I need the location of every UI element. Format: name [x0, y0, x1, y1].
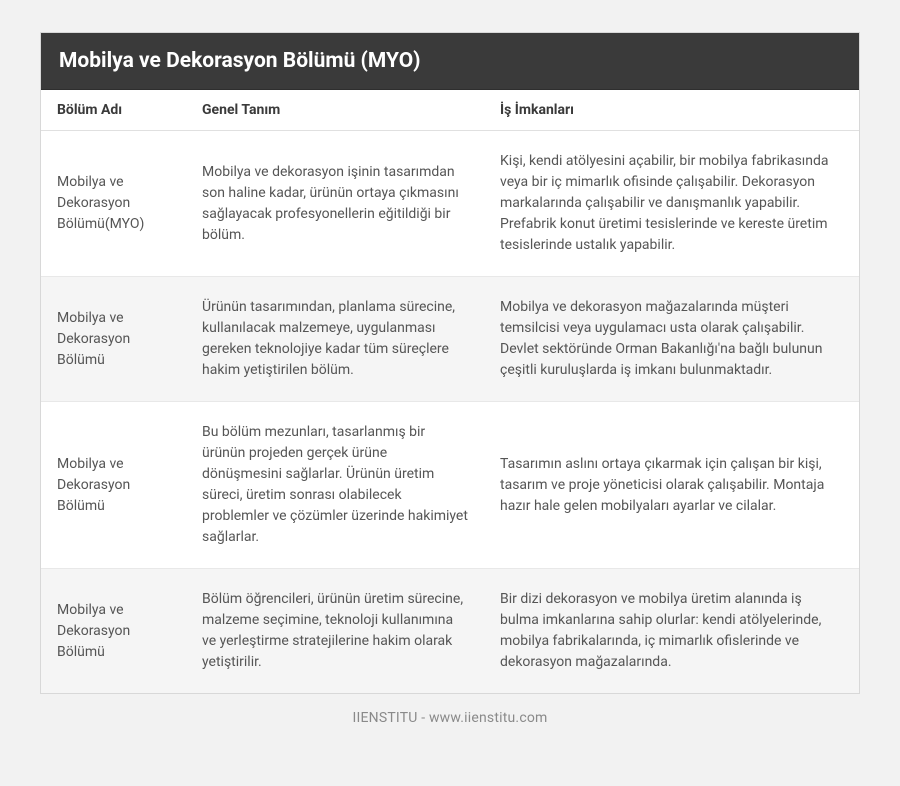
footer-credit: IIENSTITU - www.iienstitu.com [40, 694, 860, 726]
cell-description: Bu bölüm mezunları, tasarlanmış bir ürün… [186, 402, 484, 568]
cell-jobs: Mobilya ve dekorasyon mağazalarında müşt… [484, 277, 859, 401]
department-table: Mobilya ve Dekorasyon Bölümü (MYO) Bölüm… [40, 32, 860, 694]
table-header-row: Bölüm Adı Genel Tanım İş İmkanları [41, 90, 859, 131]
cell-description: Mobilya ve dekorasyon işinin tasarımdan … [186, 131, 484, 276]
cell-jobs: Tasarımın aslını ortaya çıkarmak için ça… [484, 402, 859, 568]
cell-description: Bölüm öğrencileri, ürünün üretim sürecin… [186, 569, 484, 693]
cell-name: Mobilya ve Dekorasyon Bölümü [41, 569, 186, 693]
cell-description: Ürünün tasarımından, planlama sürecine, … [186, 277, 484, 401]
table-row: Mobilya ve Dekorasyon Bölümü Bu bölüm me… [41, 402, 859, 569]
column-header-jobs: İş İmkanları [484, 90, 859, 130]
cell-name: Mobilya ve Dekorasyon Bölümü [41, 277, 186, 401]
table-row: Mobilya ve Dekorasyon Bölümü(MYO) Mobily… [41, 131, 859, 277]
table-row: Mobilya ve Dekorasyon Bölümü Bölüm öğren… [41, 569, 859, 693]
cell-jobs: Bir dizi dekorasyon ve mobilya üretim al… [484, 569, 859, 693]
column-header-name: Bölüm Adı [41, 90, 186, 130]
table-title: Mobilya ve Dekorasyon Bölümü (MYO) [41, 33, 859, 90]
cell-name: Mobilya ve Dekorasyon Bölümü(MYO) [41, 131, 186, 276]
cell-name: Mobilya ve Dekorasyon Bölümü [41, 402, 186, 568]
column-header-description: Genel Tanım [186, 90, 484, 130]
table-row: Mobilya ve Dekorasyon Bölümü Ürünün tasa… [41, 277, 859, 402]
cell-jobs: Kişi, kendi atölyesini açabilir, bir mob… [484, 131, 859, 276]
